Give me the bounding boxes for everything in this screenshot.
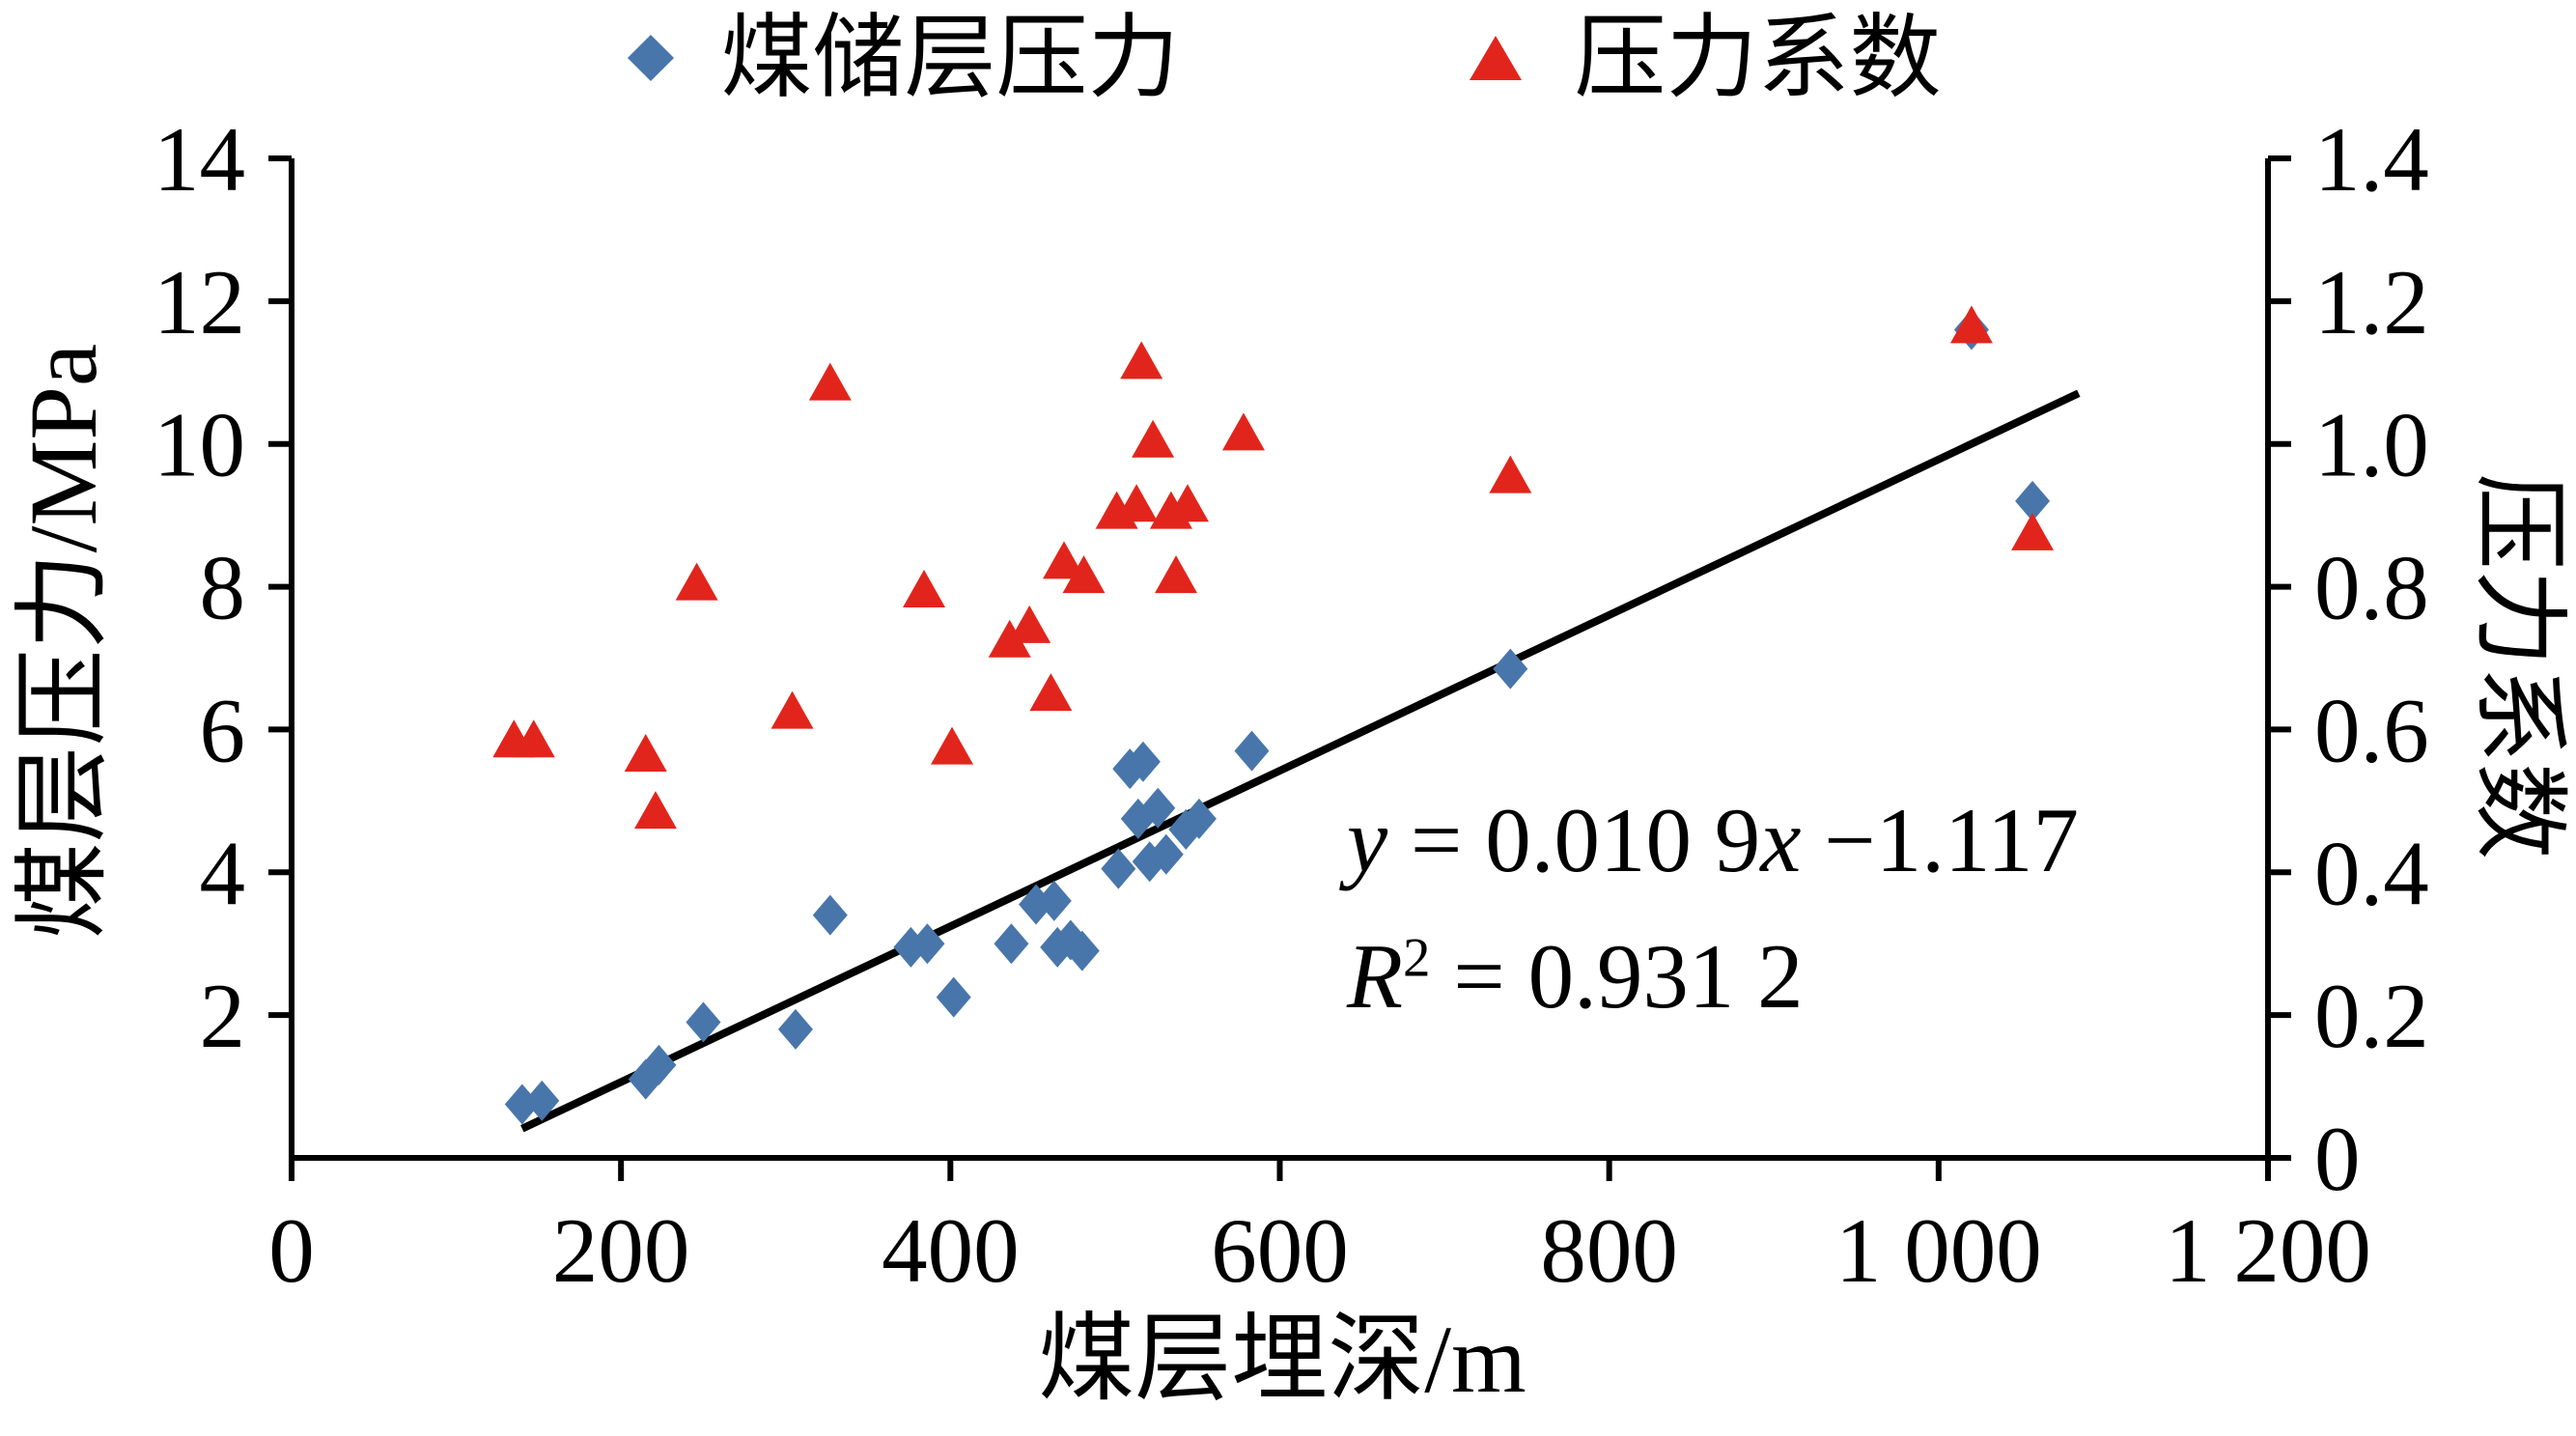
chart-legend: 煤储层压力 压力系数 bbox=[0, 8, 2576, 109]
svg-text:1.4: 1.4 bbox=[2314, 108, 2429, 211]
svg-text:6: 6 bbox=[200, 679, 246, 781]
regression-r-squared: R2 = 0.931 2 bbox=[1347, 924, 1804, 1028]
svg-text:14: 14 bbox=[154, 108, 245, 211]
svg-text:8: 8 bbox=[200, 537, 246, 639]
svg-text:600: 600 bbox=[1211, 1199, 1349, 1302]
svg-text:1 200: 1 200 bbox=[2165, 1199, 2371, 1302]
legend-triangle-icon bbox=[1469, 36, 1522, 81]
legend-label-pressure-coefficient: 压力系数 bbox=[1574, 7, 1942, 109]
svg-text:800: 800 bbox=[1540, 1199, 1678, 1302]
svg-text:0: 0 bbox=[2314, 1108, 2361, 1210]
svg-text:400: 400 bbox=[882, 1199, 1020, 1302]
svg-text:4: 4 bbox=[200, 822, 246, 924]
svg-text:1.2: 1.2 bbox=[2314, 251, 2429, 353]
regression-equation: y = 0.010 9x −1.117 bbox=[1347, 789, 2079, 891]
svg-text:12: 12 bbox=[154, 251, 245, 353]
x-axis-title: 煤层埋深/m bbox=[1038, 1306, 1526, 1413]
legend-label-reservoir-pressure: 煤储层压力 bbox=[720, 7, 1180, 109]
svg-text:1.0: 1.0 bbox=[2314, 394, 2429, 496]
svg-text:0.6: 0.6 bbox=[2314, 679, 2429, 781]
svg-text:200: 200 bbox=[552, 1199, 690, 1302]
svg-text:0: 0 bbox=[268, 1199, 315, 1302]
svg-text:0.8: 0.8 bbox=[2314, 537, 2429, 639]
svg-text:10: 10 bbox=[154, 394, 245, 496]
svg-text:1 000: 1 000 bbox=[1835, 1199, 2042, 1302]
legend-item-pressure-coefficient: 压力系数 bbox=[1469, 7, 1942, 109]
svg-text:0.4: 0.4 bbox=[2314, 822, 2429, 924]
svg-text:0.2: 0.2 bbox=[2314, 965, 2429, 1067]
legend-item-reservoir-pressure: 煤储层压力 bbox=[628, 7, 1180, 109]
regression-annotation: y = 0.010 9x −1.117 R2 = 0.931 2 bbox=[1347, 773, 2079, 1044]
svg-text:2: 2 bbox=[200, 965, 246, 1067]
